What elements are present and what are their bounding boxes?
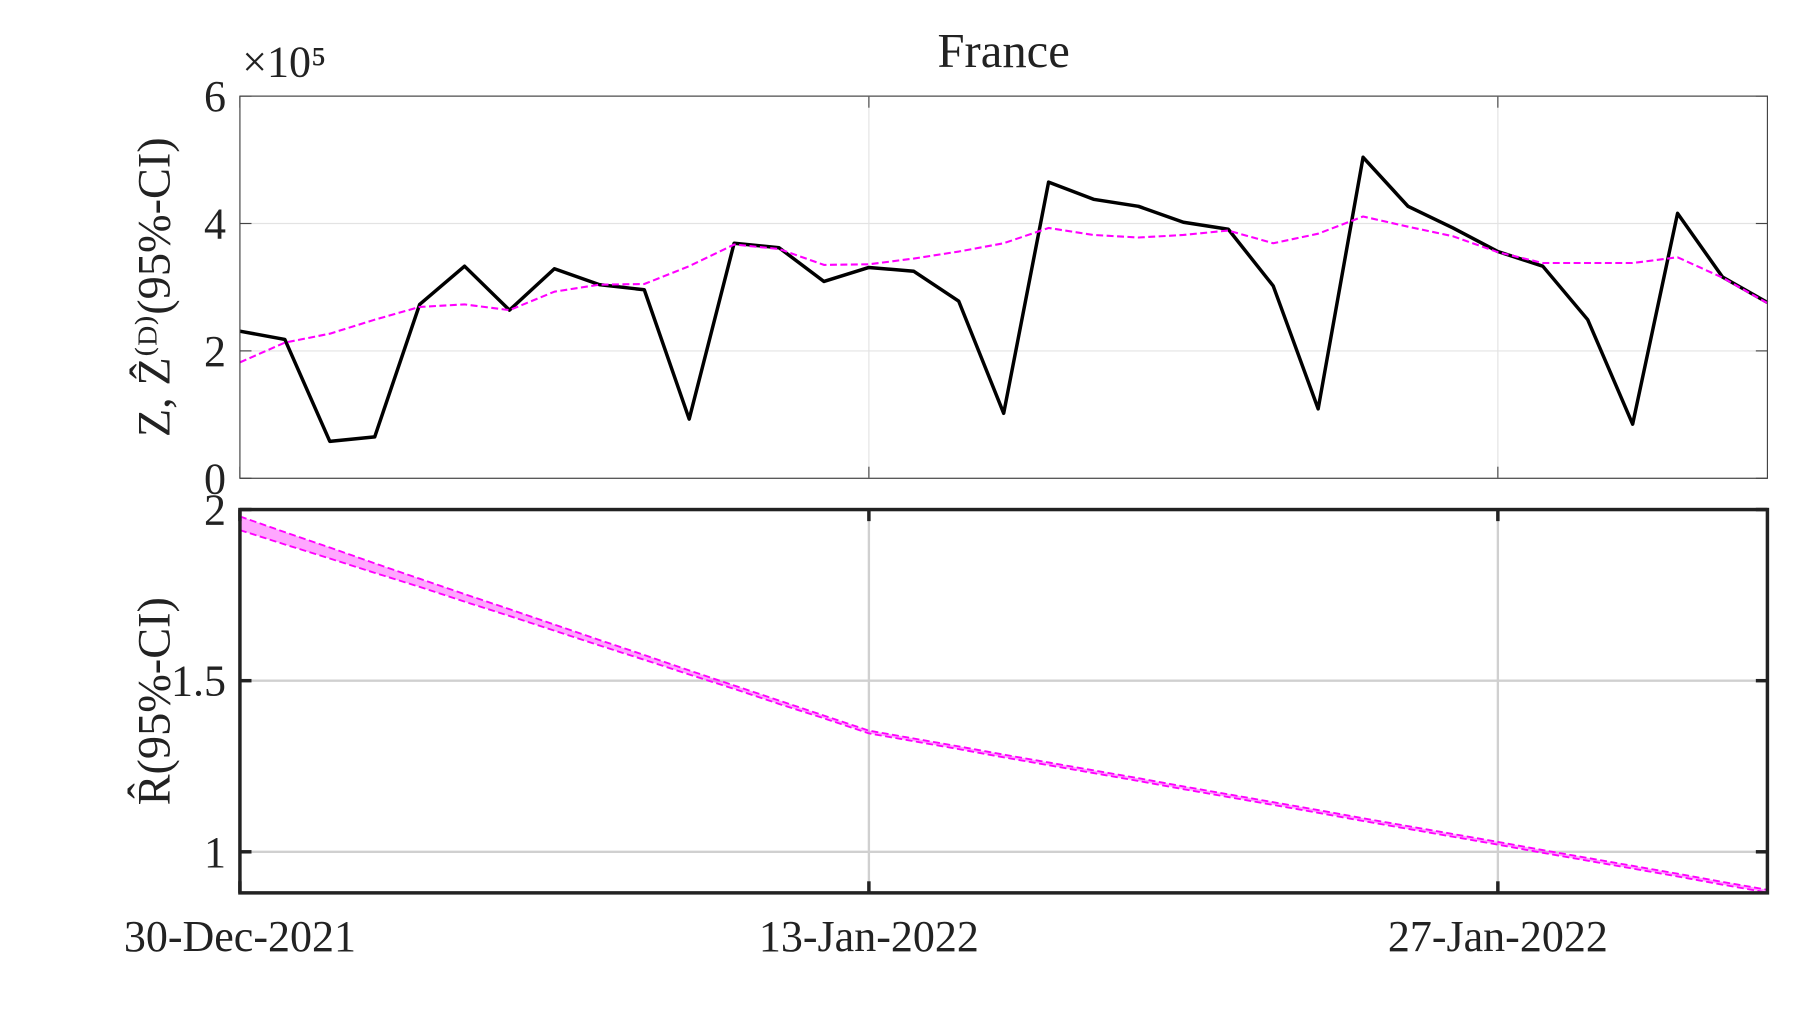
y-tick-label: 6 (204, 72, 226, 121)
x-tick-label: 27-Jan-2022 (1388, 912, 1608, 961)
y-axis-label: R̂(95%-CI) (127, 597, 180, 805)
y-tick-label: 4 (204, 200, 226, 249)
y-tick-label: 2 (204, 327, 226, 376)
ci-bound (239, 515, 1768, 891)
y-axis-label: Z, Ẑ⁽ᴰ⁾(95%-CI) (129, 137, 180, 437)
series-line (239, 215, 1768, 364)
y-tick-label: 0 (204, 454, 226, 503)
ci-bound (239, 529, 1768, 894)
y-tick-label: 1 (204, 828, 226, 877)
axes-box (239, 95, 1769, 479)
y-exponent: ×10⁵ (242, 37, 326, 86)
chart-title: France (938, 24, 1070, 78)
x-tick-label: 30-Dec-2021 (124, 912, 356, 961)
x-tick-label: 13-Jan-2022 (759, 912, 979, 961)
y-tick-label: 1.5 (171, 657, 226, 706)
y-tick-label: 2 (204, 486, 226, 535)
axes-box (238, 507, 1770, 895)
